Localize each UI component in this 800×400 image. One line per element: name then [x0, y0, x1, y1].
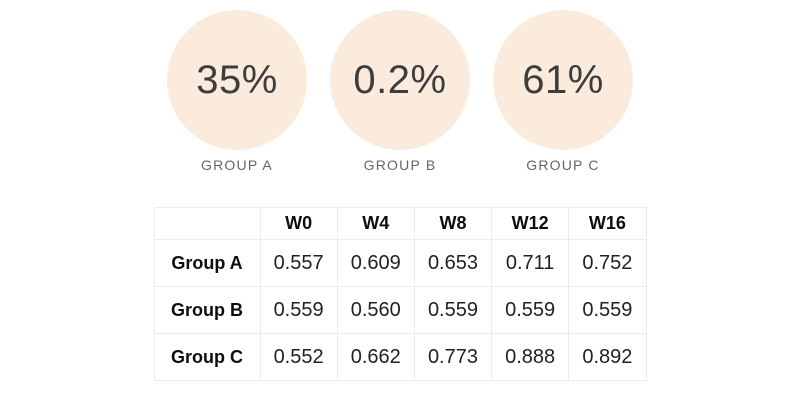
- kpi-stats-row: 35% GROUP A 0.2% GROUP B 61% GROUP C: [0, 0, 800, 173]
- table-cell: 0.559: [259, 286, 338, 334]
- stat-value-group-a: 35%: [196, 57, 278, 102]
- table-cell: 0.552: [259, 333, 338, 381]
- stat-label-group-c: GROUP C: [526, 157, 600, 173]
- table-cell: 0.662: [336, 333, 415, 381]
- corner-cell: [153, 207, 261, 240]
- table-cell: 0.752: [568, 239, 647, 287]
- stat-circle-group-b: 0.2%: [330, 10, 470, 150]
- table-cell: 0.557: [259, 239, 338, 287]
- row-header-group-a: Group A: [153, 239, 261, 287]
- stat-value-group-c: 61%: [522, 57, 604, 102]
- table-cell: 0.559: [413, 286, 493, 334]
- column-header-w16: W16: [568, 207, 647, 240]
- row-header-group-b: Group B: [153, 286, 261, 334]
- weeks-data-table: W0 W4 W8 W12 W16 Group A 0.557 0.609 0.6…: [153, 207, 647, 381]
- table-cell: 0.711: [491, 239, 570, 287]
- table-cell: 0.888: [491, 333, 570, 381]
- stat-group-a: 35% GROUP A: [167, 10, 307, 173]
- table-row-group-b: Group B 0.559 0.560 0.559 0.559 0.559: [153, 286, 647, 334]
- table-row-group-c: Group C 0.552 0.662 0.773 0.888 0.892: [153, 333, 647, 381]
- table-row-group-a: Group A 0.557 0.609 0.653 0.711 0.752: [153, 239, 647, 287]
- column-header-w0: W0: [259, 207, 338, 240]
- stat-circle-group-c: 61%: [493, 10, 633, 150]
- table-cell: 0.609: [336, 239, 415, 287]
- table-cell: 0.560: [336, 286, 415, 334]
- stat-group-b: 0.2% GROUP B: [330, 10, 470, 173]
- table-header-row: W0 W4 W8 W12 W16: [153, 207, 647, 240]
- table-cell: 0.773: [413, 333, 493, 381]
- row-header-group-c: Group C: [153, 333, 261, 381]
- table-cell: 0.653: [413, 239, 493, 287]
- table-cell: 0.892: [568, 333, 647, 381]
- stat-group-c: 61% GROUP C: [493, 10, 633, 173]
- column-header-w12: W12: [491, 207, 570, 240]
- stat-label-group-a: GROUP A: [201, 157, 273, 173]
- stat-label-group-b: GROUP B: [363, 157, 437, 173]
- table-cell: 0.559: [568, 286, 647, 334]
- stat-circle-group-a: 35%: [167, 10, 307, 150]
- column-header-w8: W8: [413, 207, 493, 240]
- table-cell: 0.559: [491, 286, 570, 334]
- column-header-w4: W4: [336, 207, 415, 240]
- stat-value-group-b: 0.2%: [353, 57, 447, 102]
